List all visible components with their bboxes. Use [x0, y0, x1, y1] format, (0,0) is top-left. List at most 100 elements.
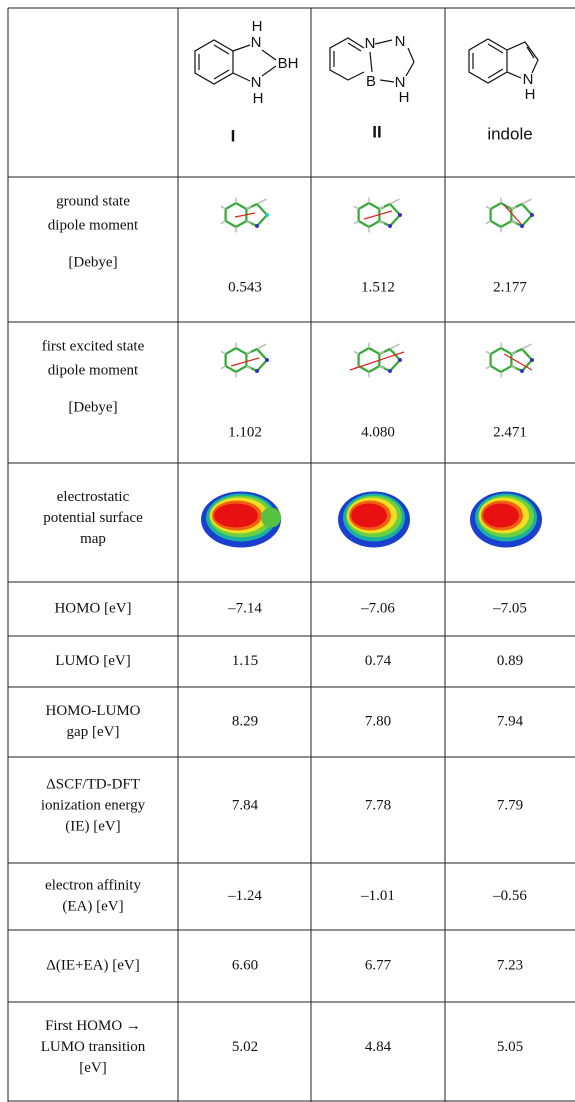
cell-value: –7.14 [227, 600, 262, 616]
row-label: ΔSCF/TD-DFT [46, 776, 140, 792]
atom [265, 213, 269, 217]
row-label: dipole moment [48, 362, 139, 378]
esp-map [470, 492, 542, 548]
h-bond [486, 206, 491, 209]
row-label: HOMO-LUMO [46, 703, 141, 719]
h-bond [221, 206, 226, 209]
atom [388, 369, 392, 373]
row-label: LUMO [eV] [55, 653, 130, 669]
atom-label: BH [278, 55, 299, 72]
h-bond [257, 344, 266, 349]
esp-layer [351, 504, 387, 528]
molecule-name: I [231, 126, 236, 145]
atom [265, 358, 269, 362]
cell-value: 6.77 [365, 957, 392, 973]
cell-value: 7.79 [497, 797, 523, 813]
molecule-name: II [372, 122, 381, 141]
atom [398, 358, 402, 362]
atom [255, 369, 259, 373]
h-bond [221, 221, 226, 224]
dipole-model [221, 343, 269, 378]
row-label: map [80, 531, 106, 547]
cell-value: 0.74 [365, 653, 392, 669]
atom [520, 369, 524, 373]
atom-label: H [252, 18, 263, 35]
cell-value: 7.94 [497, 713, 524, 729]
table-figure: H N BH N H I N N B N H II N H indole gro… [0, 0, 575, 1102]
row-label: First HOMO → [45, 1018, 141, 1034]
atom [388, 224, 392, 228]
row-label: Δ(IE+EA) [eV] [46, 957, 139, 973]
cell-value: 2.471 [493, 424, 527, 440]
cell-value: 7.80 [365, 713, 391, 729]
atom-label: H [399, 89, 410, 106]
h-bond [354, 206, 359, 209]
structure-II: N N B N H II [330, 33, 414, 142]
structure-I: H N BH N H I [195, 18, 298, 146]
cell-value: 4.080 [361, 424, 395, 440]
dipole-model [221, 198, 269, 233]
h-bond [486, 351, 491, 354]
atom-label: H [253, 90, 264, 107]
ring [491, 203, 512, 227]
row-label: first excited state [42, 338, 145, 354]
h-bond [354, 351, 359, 354]
row-label: ground state [56, 193, 130, 209]
cell-value: –1.24 [227, 888, 262, 904]
molecule-name: indole [487, 124, 532, 143]
row-label: electron affinity [45, 877, 141, 893]
row-label: LUMO transition [41, 1039, 146, 1055]
h-bond [522, 344, 531, 349]
h-bond [354, 221, 359, 224]
h-bond [486, 366, 491, 369]
row-label: [eV] [79, 1060, 106, 1076]
atom-label: N [395, 33, 406, 50]
esp-map [201, 492, 281, 548]
cell-value: –7.05 [492, 600, 527, 616]
atom-label: N [365, 35, 376, 52]
h-bond [522, 199, 531, 204]
row-label: ionization energy [41, 797, 146, 813]
row-label: HOMO [eV] [54, 600, 131, 616]
cell-value: 6.60 [232, 957, 258, 973]
atom-label: N [251, 74, 262, 91]
row-unit: [Debye] [68, 254, 117, 270]
cell-value: 5.02 [232, 1039, 258, 1055]
row-label: potential surface [43, 510, 143, 526]
cell-value: 8.29 [232, 713, 258, 729]
row-unit: [Debye] [68, 399, 117, 415]
row-label: gap [eV] [67, 724, 120, 740]
cell-value: –0.56 [492, 888, 527, 904]
esp-layer [214, 504, 258, 528]
esp-layer [261, 508, 281, 528]
h-bond [257, 199, 266, 204]
dipole-model [350, 343, 404, 378]
atom-label: H [525, 86, 536, 103]
atom [255, 224, 259, 228]
atom [530, 358, 534, 362]
structure-indole: N H indole [469, 39, 538, 143]
h-bond [221, 366, 226, 369]
cell-value: –1.01 [360, 888, 395, 904]
h-bond [390, 344, 399, 349]
row-label: (EA) [eV] [62, 898, 123, 914]
ring [359, 348, 380, 372]
cell-value: 5.05 [497, 1039, 523, 1055]
dipole-arrow [364, 211, 392, 219]
atom-label: B [366, 73, 376, 90]
row-label: dipole moment [48, 217, 139, 233]
dipole-model [354, 198, 402, 233]
atom [530, 213, 534, 217]
cell-value: 7.84 [232, 797, 259, 813]
dipole-arrow [235, 213, 255, 217]
cell-value: 0.543 [228, 279, 262, 295]
ring [491, 348, 512, 372]
dipole-arrow [231, 358, 259, 366]
cell-value: 1.15 [232, 653, 258, 669]
cell-value: 2.177 [493, 279, 527, 295]
cell-value: 4.84 [365, 1039, 392, 1055]
atom [398, 213, 402, 217]
cell-value: 0.89 [497, 653, 523, 669]
dipole-model [486, 198, 534, 233]
esp-map [338, 492, 410, 548]
